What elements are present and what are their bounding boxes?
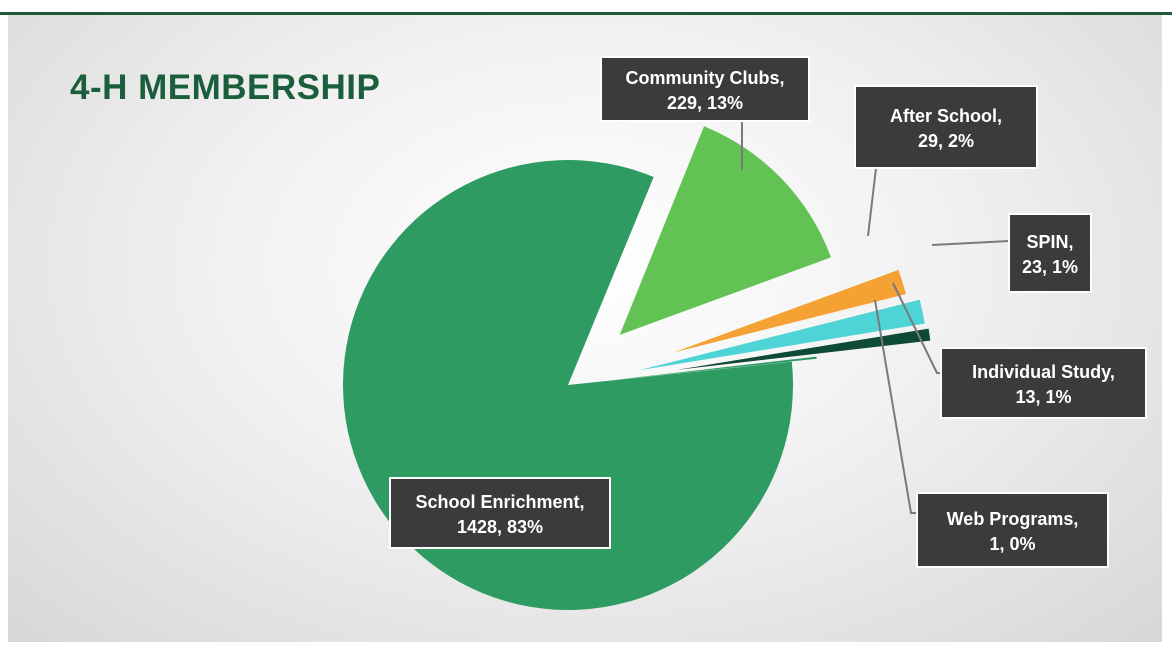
label-box bbox=[916, 492, 1109, 568]
pie-slice-after-school bbox=[673, 269, 906, 353]
label-box bbox=[940, 347, 1147, 419]
data-label-spin: SPIN, 23, 1% bbox=[931, 213, 1092, 293]
label-line-2: 23, 1% bbox=[1022, 257, 1078, 277]
label-box bbox=[600, 56, 810, 122]
label-line-1: Community Clubs, bbox=[625, 68, 784, 88]
label-box bbox=[389, 477, 611, 549]
top-border bbox=[0, 0, 1172, 15]
label-box bbox=[854, 85, 1038, 169]
label-line-1: School Enrichment, bbox=[415, 492, 584, 512]
pie-slice-web-programs bbox=[617, 356, 817, 380]
label-line-1: SPIN, bbox=[1026, 232, 1073, 252]
leader-line bbox=[931, 240, 1010, 246]
label-line-1: After School, bbox=[890, 106, 1002, 126]
data-label-web-programs: Web Programs, 1, 0% bbox=[874, 299, 1109, 568]
label-line-2: 1, 0% bbox=[989, 534, 1035, 554]
label-line-1: Web Programs, bbox=[947, 509, 1079, 529]
chart-title: 4-H MEMBERSHIP bbox=[70, 68, 381, 107]
data-label-after-school: After School, 29, 2% bbox=[854, 85, 1038, 237]
label-line-2: 13, 1% bbox=[1015, 387, 1071, 407]
data-label-community-clubs: Community Clubs, 229, 13% bbox=[600, 56, 810, 170]
label-line-2: 229, 13% bbox=[667, 93, 743, 113]
label-line-2: 1428, 83% bbox=[457, 517, 543, 537]
pie-slice-individual-study bbox=[676, 328, 931, 370]
data-label-individual-study: Individual Study, 13, 1% bbox=[892, 282, 1147, 419]
pie-slice-spin bbox=[638, 299, 925, 371]
label-box bbox=[1008, 213, 1092, 293]
data-label-school-enrichment: School Enrichment, 1428, 83% bbox=[389, 477, 611, 549]
label-line-1: Individual Study, bbox=[972, 362, 1115, 382]
leader-line bbox=[892, 282, 941, 374]
pie-slice-community-clubs bbox=[619, 126, 831, 335]
leader-line bbox=[867, 167, 877, 237]
leader-line bbox=[874, 299, 917, 514]
label-line-2: 29, 2% bbox=[918, 131, 974, 151]
